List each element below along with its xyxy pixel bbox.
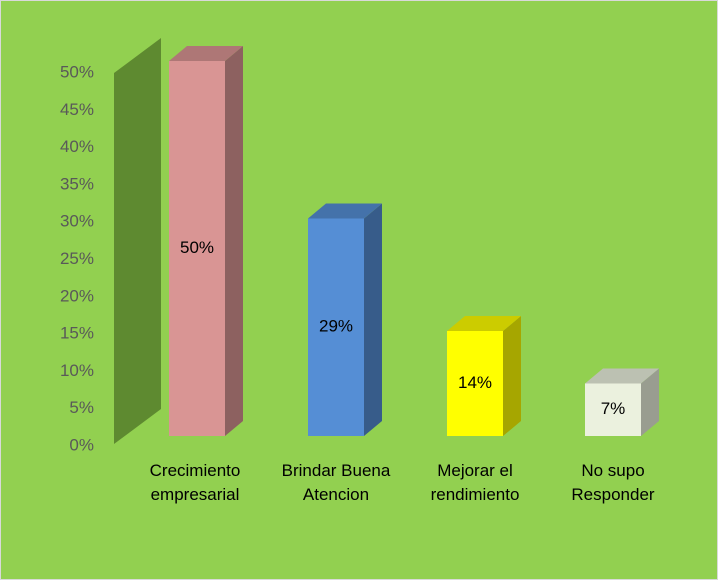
bar-top xyxy=(447,316,521,331)
bar xyxy=(447,331,503,436)
bar-side xyxy=(641,368,659,436)
y-tick-label: 45% xyxy=(60,100,94,119)
bar-top xyxy=(308,203,382,219)
bar-side xyxy=(503,316,521,436)
value-label: 14% xyxy=(458,373,492,392)
y-tick-label: 20% xyxy=(60,286,94,305)
y-tick-label: 10% xyxy=(60,361,94,380)
value-label: 7% xyxy=(601,399,626,418)
bar xyxy=(308,218,364,436)
y-tick-label: 35% xyxy=(60,174,94,193)
y-tick-label: 15% xyxy=(60,324,94,343)
bar-side xyxy=(225,46,243,436)
y-tick-label: 40% xyxy=(60,137,94,156)
x-tick-label: No supo Responder xyxy=(571,461,655,504)
bar-top xyxy=(585,368,659,384)
bar xyxy=(585,383,641,436)
back-wall xyxy=(114,38,161,444)
y-tick-label: 30% xyxy=(60,212,94,231)
bar-side xyxy=(364,203,382,436)
y-tick-label: 25% xyxy=(60,249,94,268)
y-tick-label: 50% xyxy=(60,62,94,81)
x-tick-label: Mejorar el rendimiento xyxy=(430,461,520,504)
y-tick-label: 5% xyxy=(69,398,94,417)
y-tick-label: 0% xyxy=(69,435,94,454)
x-tick-label: Brindar Buena Atencion xyxy=(281,461,391,504)
x-tick-label: Crecimiento empresarial xyxy=(149,461,241,504)
value-label: 50% xyxy=(180,238,214,257)
bar-top xyxy=(169,46,243,61)
value-label: 29% xyxy=(319,317,353,336)
bar xyxy=(169,61,225,436)
